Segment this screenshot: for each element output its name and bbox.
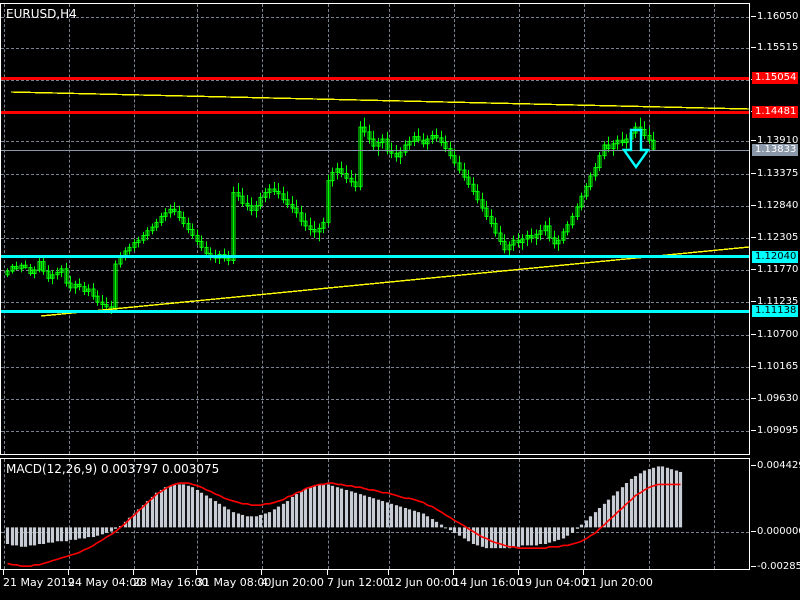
price-plot-area[interactable] (1, 4, 749, 454)
time-tick-4 (261, 570, 262, 575)
macd-plot-area[interactable] (1, 459, 749, 569)
support-line-2[interactable] (1, 310, 749, 313)
time-label-0: 21 May 2019 (3, 576, 75, 589)
time-axis[interactable]: 21 May 2019 24 May 04:00 28 May 16:00 31 Ma… (0, 570, 750, 600)
price-tick-13: 1.09095 (751, 425, 798, 436)
macd-series (5, 466, 683, 567)
macd-indicator-panel[interactable]: MACD(12,26,9) 0.003797 0.003075 (0, 458, 750, 570)
time-tick-6 (388, 570, 389, 575)
candlestick-series (5, 117, 656, 315)
time-label-2: 28 May 16:00 (133, 576, 209, 589)
time-tick-1 (68, 570, 69, 575)
current-price-line[interactable] (1, 150, 749, 151)
price-tick-9: 1.11235 (751, 296, 798, 307)
price-tick-11: 1.10165 (751, 361, 798, 372)
resistance-line-2[interactable] (1, 111, 749, 114)
price-tick-7: 1.12305 (751, 232, 798, 243)
macd-signal-line (7, 482, 681, 567)
price-tick-5: 1.13375 (751, 168, 798, 179)
time-label-1: 24 May 04:00 (68, 576, 144, 589)
resistance-line-1[interactable] (1, 77, 749, 80)
time-label-7: 14 Jun 16:00 (453, 576, 523, 589)
price-chart-panel[interactable]: EURUSD,H4 (0, 3, 750, 455)
sell-signal-arrow[interactable] (621, 128, 651, 174)
price-tick-6: 1.12840 (751, 200, 798, 211)
time-label-6: 12 Jun 00:00 (388, 576, 458, 589)
macd-tick-0: 0.004429 (751, 460, 800, 471)
support-level-label-1[interactable]: 1.12040 (752, 251, 799, 263)
macd-tick-1: 0.000000 (751, 526, 800, 537)
resistance-level-label-1[interactable]: 1.15054 (752, 72, 799, 84)
time-tick-3 (196, 570, 197, 575)
time-tick-8 (518, 570, 519, 575)
trendline-objects[interactable] (1, 4, 749, 454)
time-tick-0 (3, 570, 4, 575)
symbol-title: EURUSD,H4 (6, 7, 77, 21)
current-price-label[interactable]: 1.13833 (752, 144, 799, 156)
price-tick-8: 1.11770 (751, 264, 798, 275)
support-line-1[interactable] (1, 255, 749, 258)
price-tick-4: 1.13910 (751, 135, 798, 146)
price-axis[interactable]: 1.160501.155151.149461.144111.139101.133… (751, 3, 800, 455)
resistance-level-label-2[interactable]: 1.14481 (752, 106, 799, 118)
descending-trendline[interactable] (10, 91, 749, 110)
time-label-5: 7 Jun 12:00 (327, 576, 390, 589)
time-tick-7 (453, 570, 454, 575)
time-label-9: 21 Jun 20:00 (583, 576, 653, 589)
price-tick-0: 1.16050 (751, 11, 798, 22)
down-arrow-icon (621, 128, 651, 170)
time-tick-9 (583, 570, 584, 575)
time-label-4: 4 Jun 20:00 (261, 576, 324, 589)
time-label-8: 19 Jun 04:00 (518, 576, 588, 589)
time-tick-2 (133, 570, 134, 575)
macd-tick-2: -0.002858 (751, 561, 800, 572)
price-tick-12: 1.09630 (751, 393, 798, 404)
macd-title: MACD(12,26,9) 0.003797 0.003075 (6, 462, 220, 476)
time-tick-5 (327, 570, 328, 575)
price-tick-10: 1.10700 (751, 329, 798, 340)
macd-axis[interactable]: 0.004429 0.000000 -0.002858 (751, 458, 800, 572)
ascending-trendline[interactable] (40, 246, 749, 317)
support-level-label-2[interactable]: 1.11138 (752, 305, 799, 317)
price-tick-1: 1.15515 (751, 42, 798, 53)
time-label-3: 31 May 08:00 (196, 576, 272, 589)
